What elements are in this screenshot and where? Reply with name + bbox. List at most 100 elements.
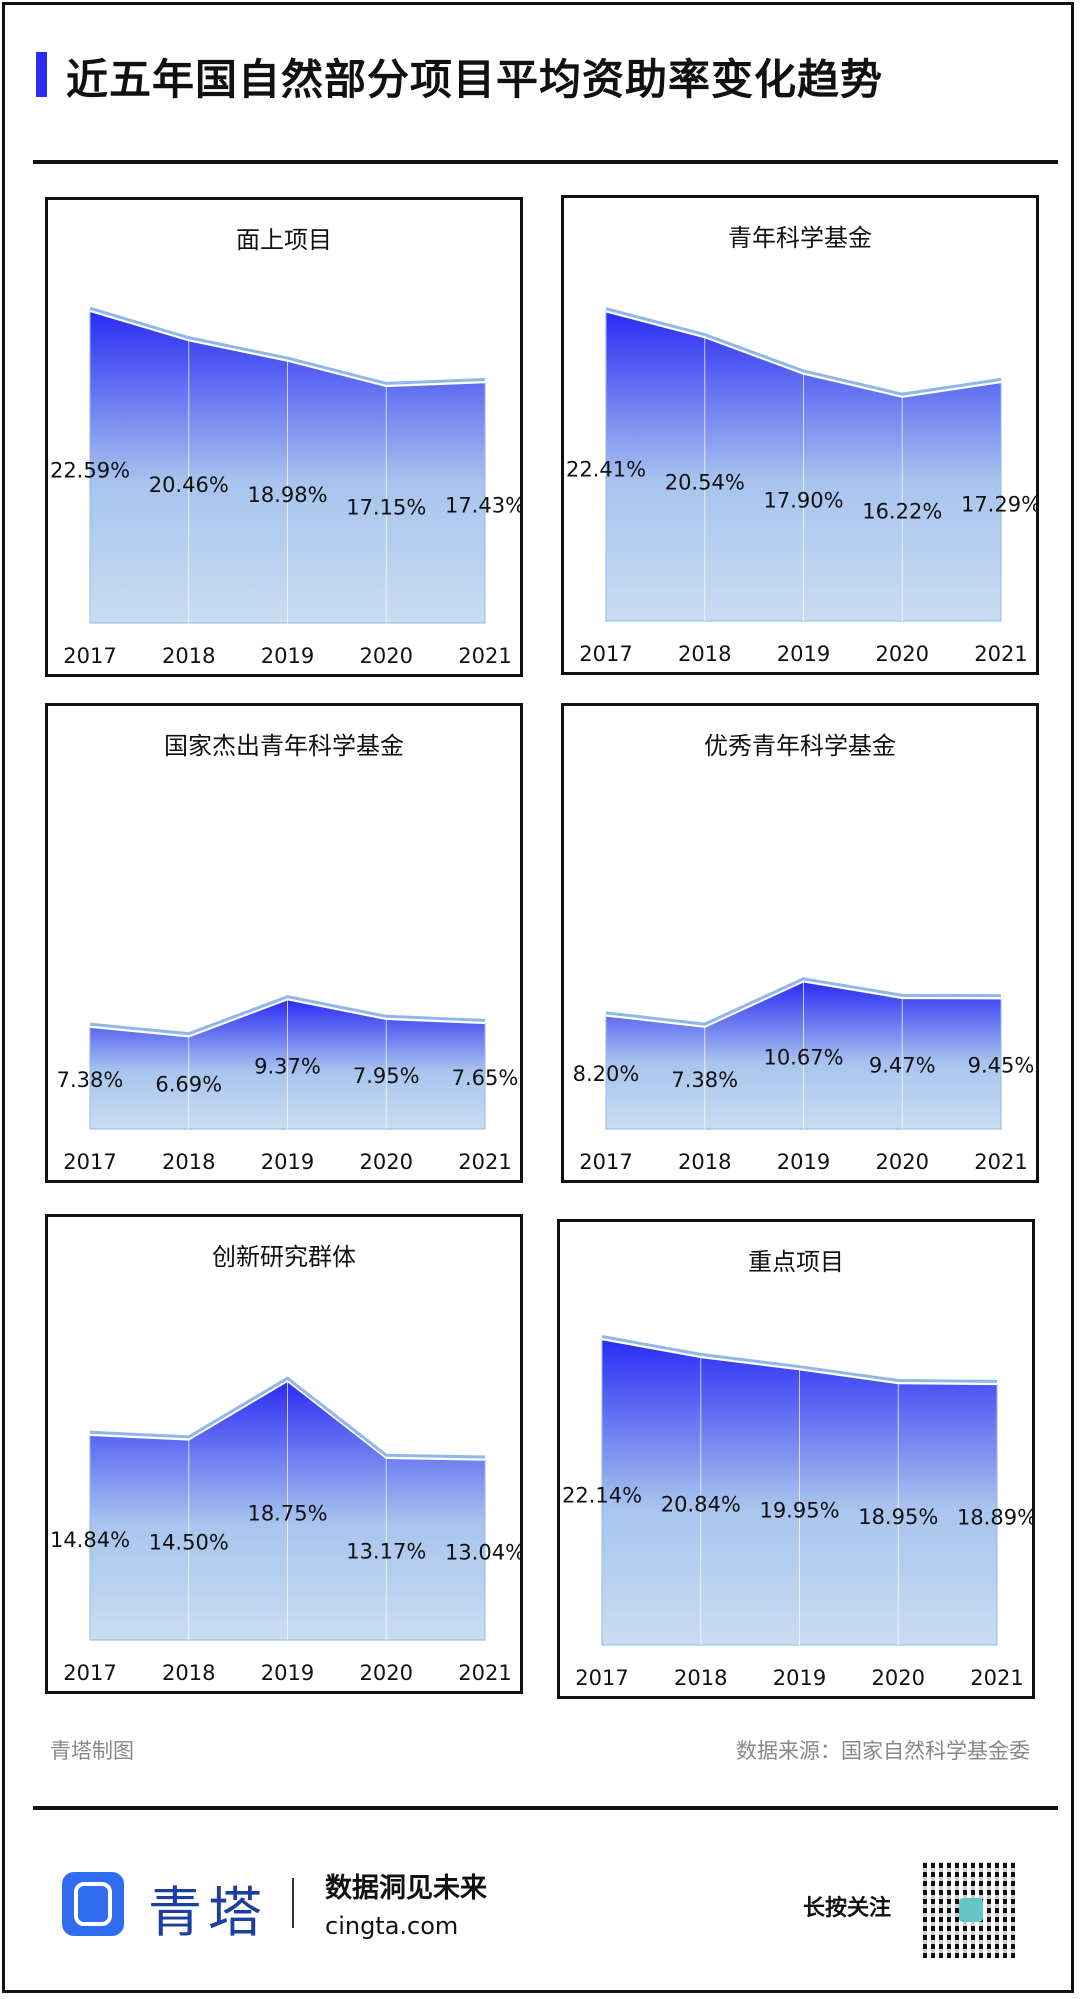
data-label: 13.17%: [346, 1539, 426, 1563]
area-chart: 22.41% 2017 20.54% 2018 17.90% 2019 16.22% 2020…: [566, 307, 1036, 666]
data-label: 22.41%: [566, 458, 646, 482]
data-label: 20.54%: [665, 470, 745, 494]
data-label: 8.20%: [573, 1062, 640, 1086]
slogan: 数据洞见未来: [325, 1873, 487, 1904]
chart-title: 青年科学基金: [728, 224, 872, 252]
chart-panel: 青年科学基金 22.41% 2017 20.54% 2018 17.90% 2019 16.2…: [561, 195, 1039, 675]
x-tick-label: 2017: [63, 1661, 116, 1685]
data-label: 20.46%: [149, 473, 229, 497]
qr-code-icon[interactable]: [923, 1862, 1019, 1958]
x-tick-label: 2020: [876, 642, 929, 666]
x-tick-label: 2020: [360, 1661, 413, 1685]
data-label: 7.65%: [452, 1066, 519, 1090]
chart-panel: 优秀青年科学基金 8.20% 2017 7.38% 2018 10.67% 2019 9.47…: [561, 703, 1039, 1183]
data-label: 18.95%: [858, 1505, 938, 1529]
series-line: [89, 306, 486, 385]
title-accent-bar: [36, 52, 47, 97]
data-label: 17.29%: [961, 492, 1036, 516]
series-line: [605, 307, 1002, 396]
x-tick-label: 2019: [261, 1150, 314, 1174]
data-label: 17.43%: [445, 493, 520, 517]
area-chart: 14.84% 2017 14.50% 2018 18.75% 2019 13.17% 2020…: [50, 1376, 520, 1685]
series-line: [601, 1334, 998, 1383]
follow-label: 长按关注: [803, 1896, 892, 1921]
source-text: 数据来源：国家自然科学基金委: [736, 1739, 1030, 1763]
data-label: 17.90%: [763, 488, 843, 512]
data-label: 9.45%: [968, 1054, 1035, 1078]
data-label: 7.95%: [353, 1064, 420, 1088]
data-label: 9.47%: [869, 1054, 936, 1078]
x-tick-label: 2020: [872, 1666, 925, 1690]
data-label: 20.84%: [661, 1492, 741, 1516]
series-line-inner: [605, 311, 1002, 398]
data-label: 22.14%: [562, 1483, 642, 1507]
chart-panel: 创新研究群体 14.84% 2017 14.50% 2018 18.75% 2019 13.1…: [45, 1214, 523, 1694]
data-label: 9.37%: [254, 1054, 321, 1078]
x-tick-label: 2019: [261, 1661, 314, 1685]
data-label: 16.22%: [862, 500, 942, 524]
area-chart: 8.20% 2017 7.38% 2018 10.67% 2019 9.47% 2020 9.4…: [573, 977, 1035, 1174]
footer-divider: [33, 1806, 1058, 1810]
separator: [292, 1878, 294, 1928]
chart-title: 创新研究群体: [212, 1243, 356, 1271]
series-line-inner: [89, 310, 486, 388]
x-tick-label: 2018: [674, 1666, 727, 1690]
x-tick-label: 2021: [458, 1661, 511, 1685]
x-tick-label: 2017: [579, 642, 632, 666]
x-tick-label: 2018: [162, 1150, 215, 1174]
x-tick-label: 2018: [162, 644, 215, 668]
credit-text: 青塔制图: [50, 1739, 134, 1763]
x-tick-label: 2019: [777, 1150, 830, 1174]
series-line: [89, 995, 486, 1036]
x-tick-label: 2018: [678, 642, 731, 666]
cingta-logo-icon: [62, 1872, 124, 1936]
chart-panel: 面上项目 22.59% 2017 20.46% 2018 18.98% 2019 17.15%…: [45, 197, 523, 677]
data-label: 7.38%: [57, 1068, 124, 1092]
data-label: 18.89%: [957, 1506, 1032, 1530]
data-label: 18.98%: [247, 483, 327, 507]
data-label: 10.67%: [763, 1045, 843, 1069]
series-line-inner: [601, 1338, 998, 1386]
chart-title: 国家杰出青年科学基金: [164, 732, 404, 760]
data-label: 22.59%: [50, 458, 130, 482]
x-tick-label: 2021: [974, 642, 1027, 666]
x-tick-label: 2019: [777, 642, 830, 666]
data-label: 13.04%: [445, 1540, 520, 1564]
x-tick-label: 2018: [162, 1661, 215, 1685]
divider: [33, 160, 1058, 164]
data-label: 19.95%: [759, 1498, 839, 1522]
x-tick-label: 2017: [579, 1150, 632, 1174]
chart-title: 优秀青年科学基金: [704, 732, 896, 760]
data-label: 14.50%: [149, 1530, 229, 1554]
x-tick-label: 2017: [575, 1666, 628, 1690]
website-link[interactable]: cingta.com: [325, 1912, 459, 1940]
series-line-inner: [89, 998, 486, 1038]
area-chart: 22.14% 2017 20.84% 2018 19.95% 2019 18.95% 2020…: [562, 1334, 1032, 1690]
data-label: 18.75%: [247, 1502, 327, 1526]
x-tick-label: 2018: [678, 1150, 731, 1174]
data-label: 17.15%: [346, 495, 426, 519]
chart-panel: 国家杰出青年科学基金 7.38% 2017 6.69% 2018 9.37% 2019 7.9…: [45, 703, 523, 1183]
x-tick-label: 2019: [261, 644, 314, 668]
x-tick-label: 2020: [876, 1150, 929, 1174]
chart-title: 重点项目: [748, 1248, 844, 1276]
series-line-inner: [605, 980, 1002, 1028]
x-tick-label: 2021: [974, 1150, 1027, 1174]
x-tick-label: 2021: [970, 1666, 1023, 1690]
chart-panel: 重点项目 22.14% 2017 20.84% 2018 19.95% 2019 18.95%…: [557, 1219, 1035, 1699]
x-tick-label: 2021: [458, 644, 511, 668]
x-tick-label: 2017: [63, 644, 116, 668]
x-tick-label: 2019: [773, 1666, 826, 1690]
brand-name: 青塔: [148, 1881, 268, 1944]
data-label: 14.84%: [50, 1528, 130, 1552]
x-tick-label: 2020: [360, 1150, 413, 1174]
x-tick-label: 2017: [63, 1150, 116, 1174]
series-line: [89, 1376, 486, 1459]
series-line: [605, 977, 1002, 1026]
area-chart: 22.59% 2017 20.46% 2018 18.98% 2019 17.15% 2020…: [50, 306, 520, 668]
area-chart: 7.38% 2017 6.69% 2018 9.37% 2019 7.95% 2020 7.65…: [57, 995, 519, 1174]
data-label: 7.38%: [671, 1068, 738, 1092]
series-line-inner: [89, 1380, 486, 1461]
x-tick-label: 2021: [458, 1150, 511, 1174]
